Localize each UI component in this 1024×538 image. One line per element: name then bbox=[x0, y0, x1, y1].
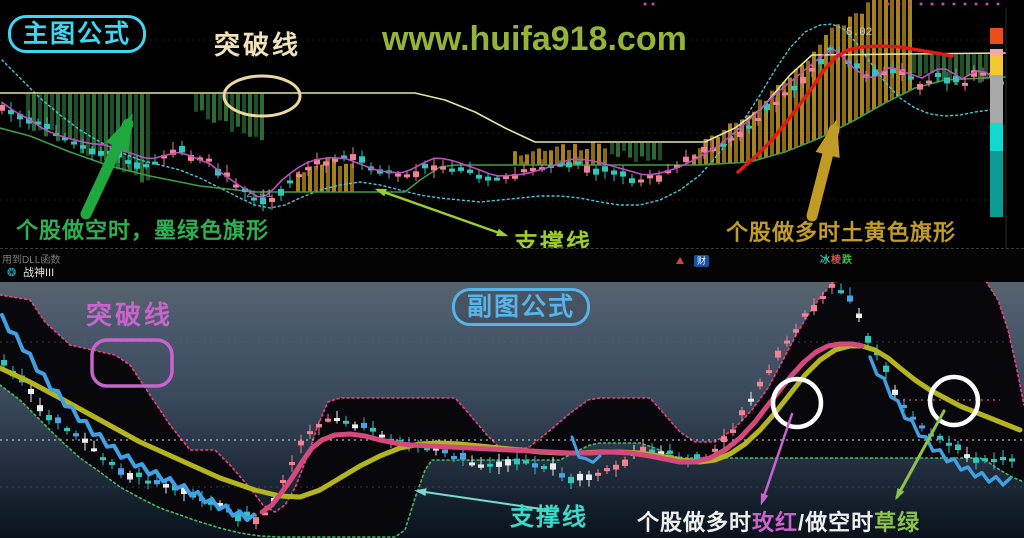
chart-line bbox=[736, 44, 954, 174]
breakout-highlight-box bbox=[90, 338, 174, 388]
bingleng-badge[interactable]: 冰棱跌 bbox=[820, 255, 853, 267]
gauge-segment bbox=[990, 123, 1003, 151]
offchart-dot bbox=[985, 2, 989, 6]
gauge-segment bbox=[990, 44, 1003, 49]
chart-line bbox=[570, 435, 602, 464]
offchart-dot bbox=[897, 2, 901, 6]
long-flag-note: 个股做多时土黄色旗形 bbox=[726, 220, 957, 245]
main-breakout-label: 突破线 bbox=[214, 30, 302, 60]
short-flag-note: 个股做空时，墨绿色旗形 bbox=[16, 218, 270, 243]
note-part: /做空时 bbox=[798, 510, 875, 535]
sub-chart-panel[interactable] bbox=[0, 282, 1024, 538]
offchart-dot bbox=[643, 2, 647, 6]
gauge-segment bbox=[990, 28, 1003, 44]
chart-line bbox=[0, 282, 1024, 513]
note-part: 棱 bbox=[831, 255, 842, 266]
long-short-color-note: 个股做多时玫红/做空时草绿 bbox=[637, 505, 920, 537]
chart-line bbox=[0, 313, 256, 523]
green-cross-circle bbox=[927, 374, 981, 428]
offchart-dot bbox=[919, 2, 923, 6]
rose-note-arrow bbox=[760, 412, 794, 506]
chart-line bbox=[0, 76, 1006, 193]
price-label-high: 5.02 bbox=[846, 27, 873, 39]
chart-line bbox=[0, 52, 1006, 143]
note-part: 草绿 bbox=[874, 510, 921, 535]
main-chart-panel[interactable] bbox=[0, 0, 1024, 248]
indicator-icon: ❂ bbox=[7, 267, 17, 279]
offchart-dot bbox=[930, 2, 934, 6]
chart-line bbox=[868, 355, 1012, 487]
sub-support-label: 支撑线 bbox=[510, 504, 588, 531]
price-label-low: 2.41 bbox=[246, 189, 273, 201]
note-part: 玫红 bbox=[752, 510, 799, 535]
offchart-dot bbox=[974, 2, 978, 6]
offchart-dot bbox=[941, 2, 945, 6]
gauge-segment bbox=[990, 75, 1003, 123]
offchart-dot bbox=[952, 2, 956, 6]
sub-formula-badge: 副图公式 bbox=[452, 288, 591, 326]
sub-support-arrow bbox=[414, 488, 549, 511]
rose-cross-circle bbox=[770, 376, 824, 430]
main-formula-badge: 主图公式 bbox=[8, 15, 147, 53]
marker-triangle-icon bbox=[676, 257, 684, 264]
gauge-segment bbox=[990, 56, 1003, 75]
support-arrow bbox=[374, 188, 509, 237]
watermark-url: www.huifa918.com bbox=[382, 20, 687, 58]
offchart-dot bbox=[886, 2, 890, 6]
gauge-segment bbox=[990, 49, 1003, 56]
indicator-name[interactable]: 战神III bbox=[23, 267, 55, 279]
status-bar: 用到DLL函数 财 冰棱跌 ❂ 战神III bbox=[0, 248, 1024, 283]
breakout-highlight-ellipse bbox=[222, 74, 302, 118]
short-flag-arrow bbox=[80, 113, 134, 220]
note-part: 个股做多时 bbox=[637, 510, 753, 535]
dll-note: 用到DLL函数 bbox=[2, 255, 61, 266]
offchart-dot bbox=[963, 2, 967, 6]
note-part: 跌 bbox=[842, 255, 853, 266]
long-flag-arrow bbox=[806, 118, 840, 222]
chart-line bbox=[1, 48, 1003, 198]
offchart-dot bbox=[908, 2, 912, 6]
sub-breakout-label: 突破线 bbox=[86, 300, 174, 330]
gauge-segment bbox=[990, 151, 1003, 217]
green-note-arrow bbox=[895, 409, 946, 501]
offchart-dot bbox=[651, 2, 655, 6]
cai-badge[interactable]: 财 bbox=[694, 255, 710, 267]
offchart-dot bbox=[996, 2, 1000, 6]
note-part: 冰 bbox=[820, 255, 831, 266]
